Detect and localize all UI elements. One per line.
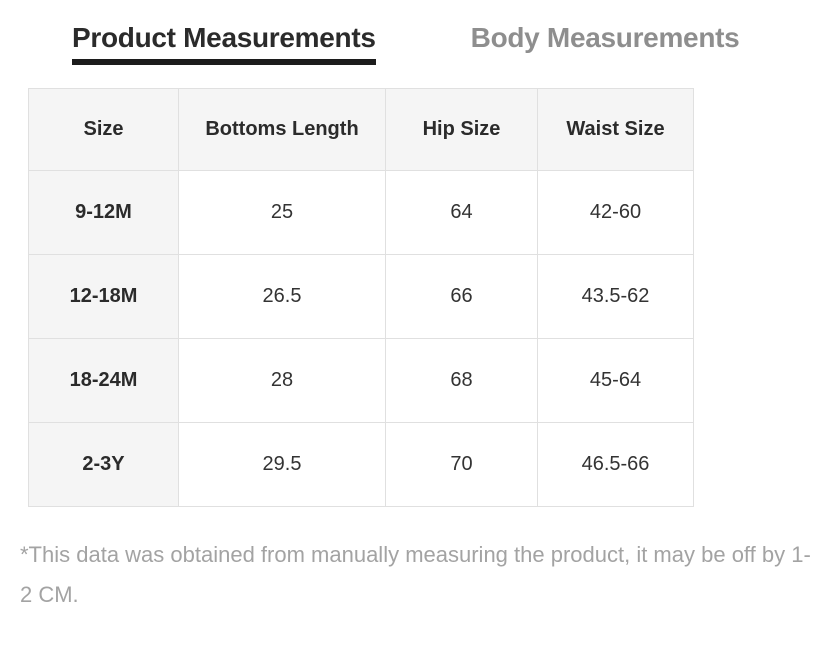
column-header-hip-size: Hip Size <box>385 88 538 171</box>
bottoms-length-cell: 25 <box>178 170 386 255</box>
table-row: 9-12M 25 64 42-60 <box>28 170 694 255</box>
column-header-waist-size: Waist Size <box>537 88 694 171</box>
tab-body-measurements[interactable]: Body Measurements <box>470 22 740 53</box>
column-header-size: Size <box>28 88 179 171</box>
table-row: 18-24M 28 68 45-64 <box>28 338 694 423</box>
waist-size-cell: 45-64 <box>537 338 694 423</box>
hip-size-cell: 70 <box>385 422 538 507</box>
waist-size-cell: 46.5-66 <box>537 422 694 507</box>
size-label-cell: 18-24M <box>28 338 179 423</box>
size-label-cell: 12-18M <box>28 254 179 339</box>
table-row: 12-18M 26.5 66 43.5-62 <box>28 254 694 339</box>
size-label-cell: 2-3Y <box>28 422 179 507</box>
size-label-cell: 9-12M <box>28 170 179 255</box>
hip-size-cell: 64 <box>385 170 538 255</box>
waist-size-cell: 42-60 <box>537 170 694 255</box>
table-row: 2-3Y 29.5 70 46.5-66 <box>28 422 694 507</box>
product-measurements-table: Size Bottoms Length Hip Size Waist Size … <box>28 88 694 507</box>
tab-product-measurements[interactable]: Product Measurements <box>72 22 376 65</box>
bottoms-length-cell: 26.5 <box>178 254 386 339</box>
hip-size-cell: 66 <box>385 254 538 339</box>
measurement-disclaimer: *This data was obtained from manually me… <box>20 542 811 607</box>
waist-size-cell: 43.5-62 <box>537 254 694 339</box>
bottoms-length-cell: 28 <box>178 338 386 423</box>
measurement-tabs: Product Measurements Body Measurements <box>72 22 828 65</box>
bottoms-length-cell: 29.5 <box>178 422 386 507</box>
column-header-bottoms-length: Bottoms Length <box>178 88 386 171</box>
hip-size-cell: 68 <box>385 338 538 423</box>
table-header-row: Size Bottoms Length Hip Size Waist Size <box>28 88 694 171</box>
